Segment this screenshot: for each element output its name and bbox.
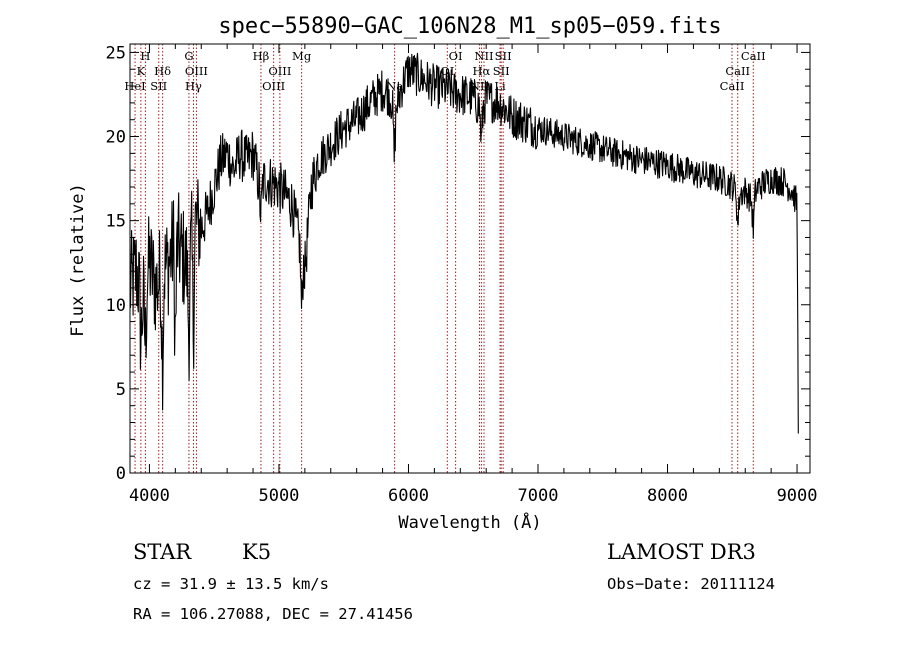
spectral-line-markers bbox=[134, 44, 754, 473]
y-tick-label: 10 bbox=[106, 296, 126, 316]
spectral-line-label: G bbox=[184, 49, 193, 63]
spectral-line-label: NII bbox=[474, 49, 493, 63]
spectral-line-label: Mg bbox=[292, 49, 312, 63]
sky-coordinates: RA = 106.27088, DEC = 27.41456 bbox=[133, 605, 413, 623]
spectral-line-label: H bbox=[140, 49, 150, 63]
spectrum-series-line bbox=[129, 52, 799, 434]
redshift-velocity: cz = 31.9 ± 13.5 km/s bbox=[133, 575, 329, 593]
y-tick-label: 15 bbox=[106, 212, 126, 232]
x-tick-label: 5000 bbox=[258, 486, 299, 506]
spectral-line-label: HeI bbox=[124, 79, 145, 93]
y-tick-label: 25 bbox=[106, 43, 126, 63]
spectral-line-label: K bbox=[137, 64, 146, 78]
spectral-line-label: CaII bbox=[725, 64, 750, 78]
y-tick-label: 20 bbox=[106, 128, 126, 148]
spectral-line-label: SII bbox=[495, 49, 512, 63]
x-tick-label: 7000 bbox=[518, 486, 559, 506]
spectral-line-label: CaII bbox=[741, 49, 766, 63]
spectral-line-label: OI bbox=[449, 49, 463, 63]
survey-name: LAMOST DR3 bbox=[607, 540, 756, 564]
y-tick-label: 0 bbox=[116, 464, 126, 484]
x-tick-label: 4000 bbox=[129, 486, 170, 506]
spectral-line-label: OIII bbox=[268, 64, 291, 78]
object-subclass: K5 bbox=[242, 540, 271, 564]
observation-date: Obs−Date: 20111124 bbox=[607, 575, 775, 593]
x-tick-label: 8000 bbox=[647, 486, 688, 506]
spectral-line-label: Hγ bbox=[185, 79, 202, 93]
spectral-line-label: OIII bbox=[185, 64, 208, 78]
spectral-line-label: OIII bbox=[262, 79, 285, 93]
spectral-line-label: Hδ bbox=[154, 64, 171, 78]
x-tick-label: 6000 bbox=[388, 486, 429, 506]
x-axis-ticks: 4000 5000 6000 7000 8000 9000 bbox=[129, 44, 818, 506]
x-tick-label: 9000 bbox=[777, 486, 818, 506]
spectral-line-label: Li bbox=[494, 79, 506, 93]
y-tick-label: 5 bbox=[116, 380, 126, 400]
spectral-line-label: SII bbox=[493, 64, 510, 78]
y-axis-ticks: 0 5 10 15 20 25 bbox=[106, 43, 810, 484]
plot-frame bbox=[129, 43, 811, 474]
y-axis-label: Flux (relative) bbox=[68, 183, 88, 337]
spectral-line-label: SII bbox=[150, 79, 167, 93]
x-axis-label: Wavelength (Å) bbox=[398, 511, 541, 533]
spectral-line-label: CaII bbox=[720, 79, 745, 93]
spectral-line-label: Hα bbox=[472, 64, 490, 78]
spectral-line-label: Hβ bbox=[253, 49, 270, 63]
chart-title: spec−55890−GAC_106N28_M1_sp05−059.fits bbox=[218, 14, 721, 39]
object-class: STAR bbox=[133, 540, 192, 564]
